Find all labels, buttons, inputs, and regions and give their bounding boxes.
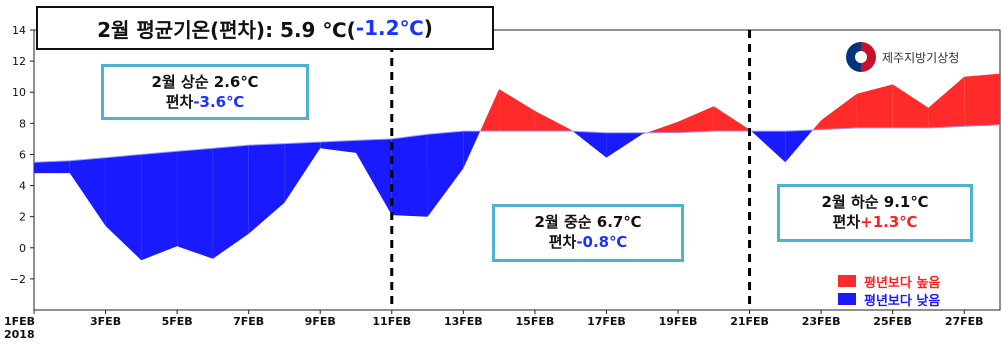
below-normal-fill-13-0 (463, 131, 481, 169)
below-normal-fill-12-0 (427, 131, 464, 217)
logo-text: 제주지방기상청 (882, 50, 960, 65)
below-normal-fill-6-0 (212, 145, 249, 259)
annotation-early-feb: 2월 상순 2.6℃ 편차-3.6℃ (101, 64, 309, 120)
below-normal-fill-9-0 (320, 140, 356, 153)
below-normal-fill-11-0 (391, 134, 428, 217)
below-normal-fill-10-0 (356, 138, 392, 216)
title-main: 2월 평균기온(편차): 5.9 ℃( (97, 17, 356, 42)
annotation-mid-line1: 2월 중순 6.7℃ (534, 213, 642, 231)
dekad-dividers (390, 30, 752, 310)
y-tick-label: 0 (19, 242, 26, 255)
above-normal-fill-26-0 (928, 76, 965, 128)
x-tick-label: 19FEB (659, 315, 698, 328)
above-normal-fill-25-0 (892, 84, 929, 128)
y-tick-label: 10 (12, 86, 26, 99)
y-tick-label: 12 (12, 55, 26, 68)
legend-swatch-below (838, 293, 856, 305)
below-normal-fill-1-0 (34, 160, 70, 174)
below-normal-fill-17-0 (606, 132, 643, 158)
legend: 평년보다 높음 평년보다 낮음 (838, 272, 998, 309)
above-normal-fill-22-1 (812, 120, 822, 130)
y-tick-label: 4 (19, 180, 26, 193)
annotation-late-line2: 편차+1.3℃ (832, 213, 918, 231)
x-tick-label: 7FEB (233, 315, 264, 328)
x-tick-label: 9FEB (305, 315, 336, 328)
below-normal-fill-16-1 (572, 131, 607, 158)
x-tick-label: 27FEB (945, 315, 984, 328)
y-axis: −2 0 2 4 6 8 10 12 14 (10, 24, 34, 286)
below-normal-fill-8-0 (284, 142, 321, 203)
normal-line (33, 124, 1001, 163)
x-tick-label: 17FEB (587, 315, 626, 328)
above-normal-fill-13-1 (480, 89, 500, 132)
x-tick-label: 11FEB (372, 315, 411, 328)
y-tick-label: 6 (19, 148, 26, 161)
deviation-fills (34, 73, 1000, 261)
chart-title: 2월 평균기온(편차): 5.9 ℃(-1.2℃) (36, 6, 494, 50)
above-normal-fill-18-1 (646, 121, 678, 133)
title-deviation: -1.2℃ (355, 16, 424, 40)
below-normal-fill-2-0 (69, 157, 106, 226)
x-tick-label: 5FEB (162, 315, 193, 328)
legend-swatch-above (838, 275, 856, 287)
above-normal-fill-24-0 (856, 84, 893, 128)
annotation-early-line2: 편차-3.6℃ (165, 93, 245, 111)
x-tick-label: 3FEB (90, 315, 121, 328)
above-normal-fill-19-0 (678, 106, 714, 133)
below-normal-fill-22-0 (785, 129, 813, 163)
above-normal-fill-23-0 (821, 93, 857, 130)
x-tick-label: 23FEB (802, 315, 841, 328)
above-normal-fill-15-0 (534, 110, 571, 132)
x-tick-label: 15FEB (516, 315, 555, 328)
x-tick-label: 1FEB (4, 315, 35, 328)
y-tick-label: 8 (19, 117, 26, 130)
below-normal-fill-21-1 (751, 131, 786, 163)
legend-item-below: 평년보다 낮음 (838, 290, 998, 309)
below-normal-fill-7-0 (248, 143, 285, 234)
below-normal-fill-5-0 (177, 148, 213, 259)
taegeuk-logo-icon (846, 42, 876, 72)
title-close: ) (423, 16, 433, 40)
x-tick-label: 21FEB (730, 315, 769, 328)
legend-label-above: 평년보다 높음 (864, 275, 941, 291)
annotation-early-line1: 2월 상순 2.6℃ (151, 73, 259, 91)
above-normal-fill-14-0 (499, 89, 535, 132)
x-tick-label: 13FEB (444, 315, 483, 328)
y-tick-label: 2 (19, 211, 26, 224)
annotation-late-line1: 2월 하순 9.1℃ (821, 193, 929, 211)
above-normal-fill-20-0 (713, 106, 750, 132)
below-normal-fill-4-0 (141, 151, 178, 261)
below-normal-fill-3-0 (105, 154, 142, 261)
x-year-label: 2018 (4, 328, 35, 341)
annotation-mid-line2: 편차-0.8℃ (548, 233, 628, 251)
above-normal-fill-27-0 (964, 73, 1000, 127)
annotation-mid-feb: 2월 중순 6.7℃ 편차-0.8℃ (492, 204, 684, 262)
y-tick-label: 14 (12, 24, 26, 37)
legend-item-above: 평년보다 높음 (838, 272, 998, 291)
kma-logo: 제주지방기상청 (846, 40, 996, 74)
legend-label-below: 평년보다 낮음 (864, 293, 941, 309)
x-tick-label: 25FEB (873, 315, 912, 328)
series-lines (33, 124, 1001, 163)
x-axis: 1FEB 3FEB 5FEB 7FEB 9FEB 11FEB 13FEB 15FEB 17FEB… (4, 310, 984, 341)
annotation-late-feb: 2월 하순 9.1℃ 편차+1.3℃ (777, 184, 973, 242)
y-tick-label: −2 (10, 273, 26, 286)
